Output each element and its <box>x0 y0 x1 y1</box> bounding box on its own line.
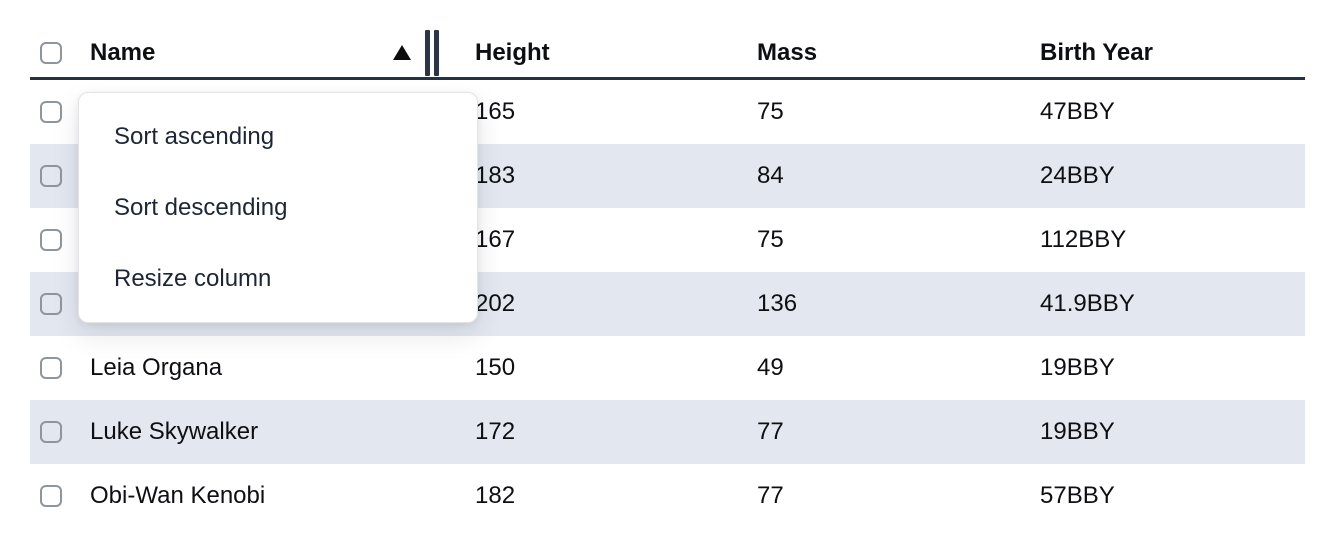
cell-mass: 75 <box>757 98 784 125</box>
context-menu-item[interactable]: Resize column <box>114 264 272 292</box>
column-header-mass[interactable]: Mass <box>757 38 818 66</box>
table-row: Obi-Wan Kenobi 182 77 57BBY <box>30 464 1305 507</box>
column-resize-handle-icon[interactable] <box>425 29 439 76</box>
table-header-row: Name Height Mass Birth Year <box>30 28 1305 80</box>
cell-birth-year: 57BBY <box>1040 482 1115 507</box>
row-checkbox-cell <box>30 400 90 464</box>
column-context-menu: Sort ascending Sort descending Resize co… <box>78 92 478 323</box>
cell-birth-year: 24BBY <box>1040 162 1115 189</box>
cell-height: 150 <box>475 354 516 381</box>
row-checkbox-cell <box>30 144 90 208</box>
cell-height: 183 <box>475 162 516 189</box>
cell-height: 172 <box>475 418 516 445</box>
row-select-checkbox[interactable] <box>40 293 62 315</box>
sort-ascending-icon <box>393 45 411 60</box>
cell-mass: 84 <box>757 162 784 189</box>
row-select-checkbox[interactable] <box>40 485 62 507</box>
cell-mass: 136 <box>757 290 798 317</box>
row-checkbox-cell <box>30 336 90 400</box>
context-menu-item[interactable]: Sort ascending <box>114 122 275 150</box>
row-select-checkbox[interactable] <box>40 101 62 123</box>
row-checkbox-cell <box>30 272 90 336</box>
select-all-checkbox[interactable] <box>40 41 62 64</box>
cell-height: 167 <box>475 226 516 253</box>
row-select-checkbox[interactable] <box>40 165 62 187</box>
row-checkbox-cell <box>30 80 90 144</box>
cell-birth-year: 41.9BBY <box>1040 290 1135 317</box>
row-select-checkbox[interactable] <box>40 357 62 379</box>
row-checkbox-cell <box>30 208 90 272</box>
cell-name: Leia Organa <box>90 354 223 381</box>
column-header-name[interactable]: Name <box>90 28 475 77</box>
column-header-birth-year[interactable]: Birth Year <box>1040 38 1153 66</box>
cell-mass: 77 <box>757 418 784 445</box>
cell-name: Obi-Wan Kenobi <box>90 482 266 507</box>
column-header-height[interactable]: Height <box>475 38 550 66</box>
cell-mass: 75 <box>757 226 784 253</box>
row-select-checkbox[interactable] <box>40 421 62 443</box>
cell-birth-year: 19BBY <box>1040 418 1115 445</box>
cell-birth-year: 19BBY <box>1040 354 1115 381</box>
cell-height: 165 <box>475 98 516 125</box>
cell-birth-year: 112BBY <box>1040 226 1127 253</box>
context-menu-item[interactable]: Sort descending <box>114 193 288 221</box>
cell-height: 182 <box>475 482 516 507</box>
cell-birth-year: 47BBY <box>1040 98 1115 125</box>
row-select-checkbox[interactable] <box>40 229 62 251</box>
row-checkbox-cell <box>30 464 90 507</box>
cell-mass: 49 <box>757 354 784 381</box>
cell-mass: 77 <box>757 482 784 507</box>
header-checkbox-cell <box>30 28 90 77</box>
column-header-name-label: Name <box>90 38 156 66</box>
table-row: Luke Skywalker 172 77 19BBY <box>30 400 1305 464</box>
cell-name: Luke Skywalker <box>90 418 259 445</box>
table-row: Leia Organa 150 49 19BBY <box>30 336 1305 400</box>
cell-height: 202 <box>475 290 516 317</box>
